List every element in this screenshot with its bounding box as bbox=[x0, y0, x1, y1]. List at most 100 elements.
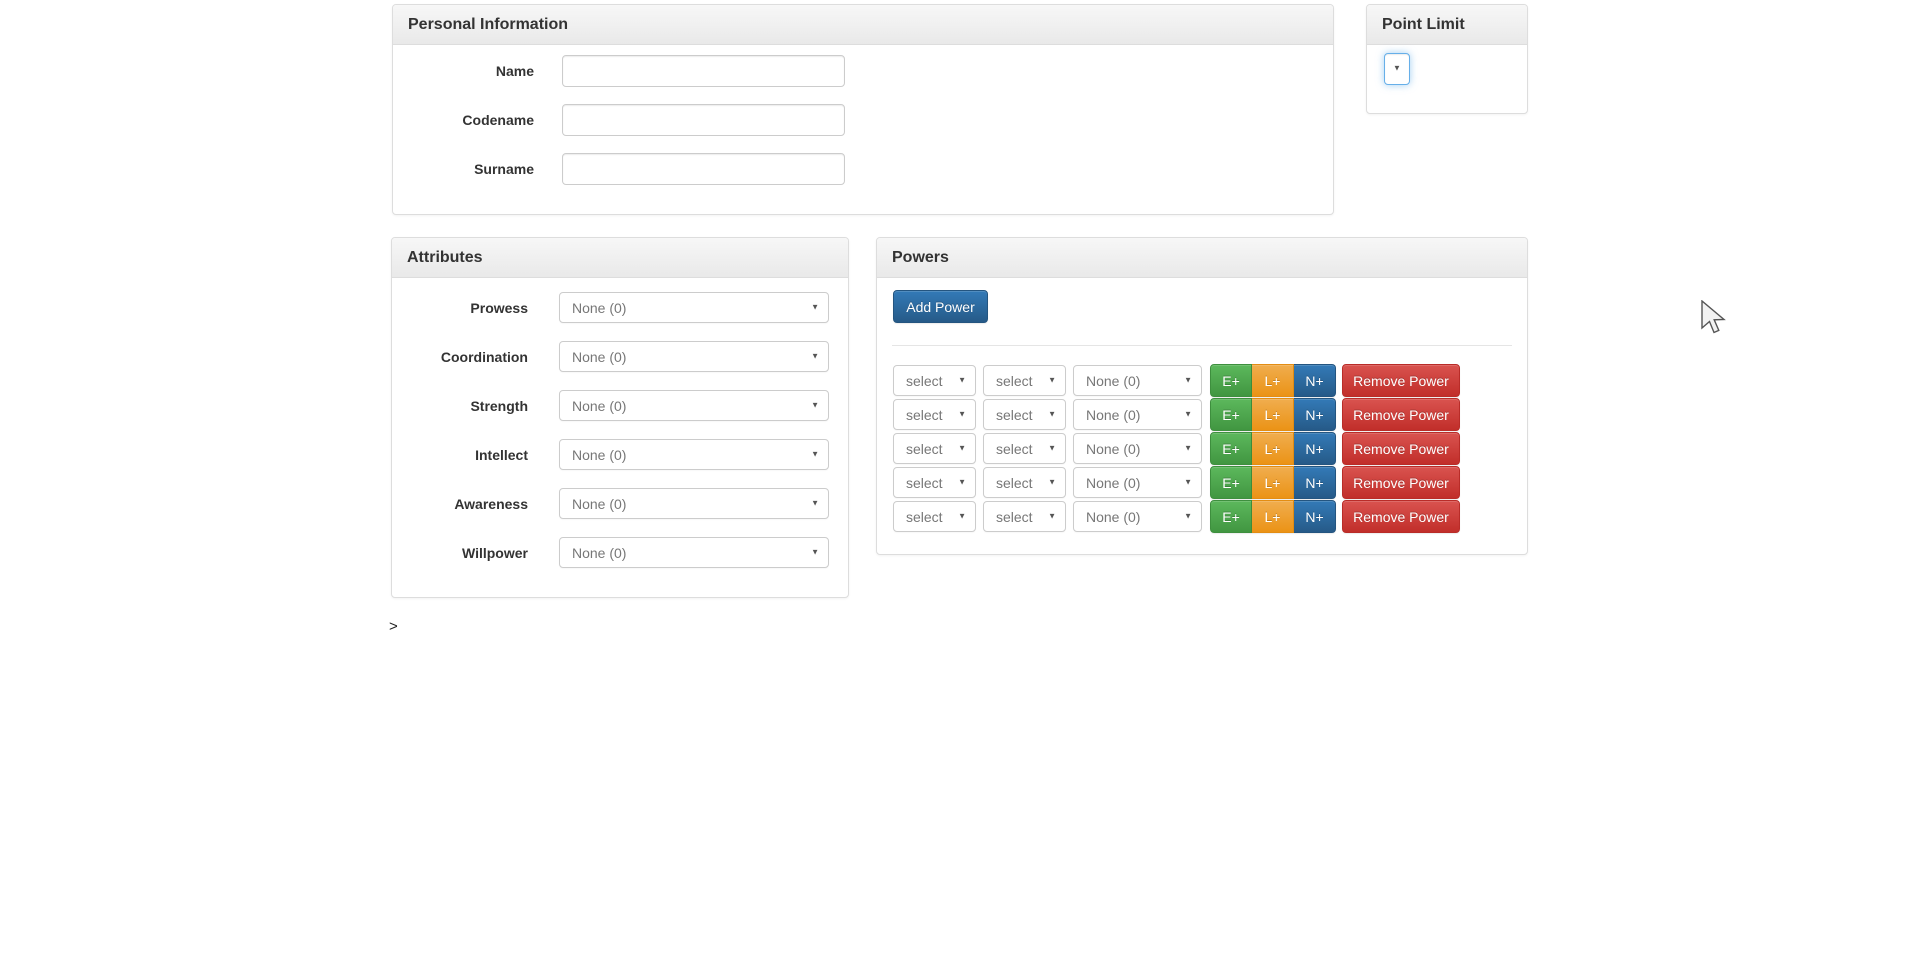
strength-select[interactable]: None (0) ▼ bbox=[559, 390, 829, 421]
codename-input[interactable] bbox=[562, 104, 845, 136]
dropdown-arrow-icon: ▼ bbox=[811, 547, 819, 557]
dropdown-arrow-icon: ▼ bbox=[958, 375, 966, 385]
power-level-select[interactable]: None (0) ▼ bbox=[1073, 365, 1202, 396]
willpower-select[interactable]: None (0) ▼ bbox=[559, 537, 829, 568]
power-subcategory-value: select bbox=[996, 372, 1033, 389]
dropdown-arrow-icon: ▼ bbox=[958, 477, 966, 487]
power-category-value: select bbox=[906, 372, 943, 389]
power-subcategory-select[interactable]: select ▼ bbox=[983, 501, 1066, 532]
power-level-select[interactable]: None (0) ▼ bbox=[1073, 399, 1202, 430]
surname-input[interactable] bbox=[562, 153, 845, 185]
l-plus-button[interactable]: L+ bbox=[1252, 466, 1294, 499]
e-plus-button[interactable]: E+ bbox=[1210, 364, 1252, 397]
dropdown-arrow-icon: ▼ bbox=[958, 409, 966, 419]
personal-information-title: Personal Information bbox=[393, 5, 1333, 45]
power-category-value: select bbox=[906, 440, 943, 457]
dropdown-arrow-icon: ▼ bbox=[1184, 443, 1192, 453]
powers-title: Powers bbox=[877, 238, 1527, 278]
power-category-value: select bbox=[906, 474, 943, 491]
powers-divider bbox=[892, 345, 1512, 346]
e-plus-button[interactable]: E+ bbox=[1210, 398, 1252, 431]
name-label: Name bbox=[495, 63, 534, 79]
power-subcategory-select[interactable]: select ▼ bbox=[983, 399, 1066, 430]
coordination-label: Coordination bbox=[440, 348, 528, 365]
power-level-select[interactable]: None (0) ▼ bbox=[1073, 467, 1202, 498]
power-subcategory-value: select bbox=[996, 406, 1033, 423]
power-category-value: select bbox=[906, 508, 943, 525]
remove-power-button[interactable]: Remove Power bbox=[1342, 432, 1460, 465]
personal-information-panel: Personal Information bbox=[392, 4, 1334, 215]
n-plus-button[interactable]: N+ bbox=[1294, 432, 1336, 465]
dropdown-arrow-icon: ▼ bbox=[1048, 477, 1056, 487]
point-limit-select[interactable]: ▼ bbox=[1384, 53, 1410, 85]
power-category-select[interactable]: select ▼ bbox=[893, 467, 976, 498]
n-plus-button[interactable]: N+ bbox=[1294, 364, 1336, 397]
power-category-value: select bbox=[906, 406, 943, 423]
point-limit-title: Point Limit bbox=[1367, 5, 1527, 45]
remove-power-button[interactable]: Remove Power bbox=[1342, 398, 1460, 431]
power-category-select[interactable]: select ▼ bbox=[893, 399, 976, 430]
power-category-select[interactable]: select ▼ bbox=[893, 501, 976, 532]
strength-label: Strength bbox=[470, 397, 528, 414]
dropdown-arrow-icon: ▼ bbox=[958, 511, 966, 521]
power-level-value: None (0) bbox=[1086, 372, 1141, 389]
power-subcategory-select[interactable]: select ▼ bbox=[983, 365, 1066, 396]
power-subcategory-select[interactable]: select ▼ bbox=[983, 433, 1066, 464]
power-level-select[interactable]: None (0) ▼ bbox=[1073, 433, 1202, 464]
awareness-select[interactable]: None (0) ▼ bbox=[559, 488, 829, 519]
dropdown-arrow-icon: ▼ bbox=[811, 498, 819, 508]
dropdown-arrow-icon: ▼ bbox=[1184, 375, 1192, 385]
e-plus-button[interactable]: E+ bbox=[1210, 432, 1252, 465]
dropdown-arrow-icon: ▼ bbox=[1393, 63, 1401, 73]
n-plus-button[interactable]: N+ bbox=[1294, 500, 1336, 533]
dropdown-arrow-icon: ▼ bbox=[811, 449, 819, 459]
strength-select-value: None (0) bbox=[572, 397, 627, 414]
l-plus-button[interactable]: L+ bbox=[1252, 398, 1294, 431]
n-plus-button[interactable]: N+ bbox=[1294, 398, 1336, 431]
power-level-value: None (0) bbox=[1086, 508, 1141, 525]
intellect-label: Intellect bbox=[475, 446, 528, 463]
l-plus-button[interactable]: L+ bbox=[1252, 432, 1294, 465]
prowess-select[interactable]: None (0) ▼ bbox=[559, 292, 829, 323]
dropdown-arrow-icon: ▼ bbox=[1048, 375, 1056, 385]
dropdown-arrow-icon: ▼ bbox=[811, 400, 819, 410]
prowess-select-value: None (0) bbox=[572, 299, 627, 316]
willpower-select-value: None (0) bbox=[572, 544, 627, 561]
attributes-title: Attributes bbox=[392, 238, 848, 278]
awareness-select-value: None (0) bbox=[572, 495, 627, 512]
surname-label: Surname bbox=[474, 161, 534, 177]
remove-power-button[interactable]: Remove Power bbox=[1342, 500, 1460, 533]
l-plus-button[interactable]: L+ bbox=[1252, 500, 1294, 533]
power-subcategory-value: select bbox=[996, 508, 1033, 525]
add-power-button[interactable]: Add Power bbox=[893, 290, 988, 323]
dropdown-arrow-icon: ▼ bbox=[1184, 409, 1192, 419]
l-plus-button[interactable]: L+ bbox=[1252, 364, 1294, 397]
awareness-label: Awareness bbox=[454, 495, 528, 512]
name-input[interactable] bbox=[562, 55, 845, 87]
intellect-select-value: None (0) bbox=[572, 446, 627, 463]
e-plus-button[interactable]: E+ bbox=[1210, 500, 1252, 533]
dropdown-arrow-icon: ▼ bbox=[1184, 477, 1192, 487]
dropdown-arrow-icon: ▼ bbox=[1184, 511, 1192, 521]
prowess-label: Prowess bbox=[470, 299, 528, 316]
n-plus-button[interactable]: N+ bbox=[1294, 466, 1336, 499]
coordination-select[interactable]: None (0) ▼ bbox=[559, 341, 829, 372]
power-category-select[interactable]: select ▼ bbox=[893, 433, 976, 464]
power-subcategory-value: select bbox=[996, 440, 1033, 457]
power-level-select[interactable]: None (0) ▼ bbox=[1073, 501, 1202, 532]
power-category-select[interactable]: select ▼ bbox=[893, 365, 976, 396]
e-plus-button[interactable]: E+ bbox=[1210, 466, 1252, 499]
power-level-value: None (0) bbox=[1086, 440, 1141, 457]
stray-text: > bbox=[389, 618, 398, 635]
remove-power-button[interactable]: Remove Power bbox=[1342, 466, 1460, 499]
power-level-value: None (0) bbox=[1086, 406, 1141, 423]
dropdown-arrow-icon: ▼ bbox=[1048, 409, 1056, 419]
dropdown-arrow-icon: ▼ bbox=[1048, 511, 1056, 521]
dropdown-arrow-icon: ▼ bbox=[811, 302, 819, 312]
power-subcategory-select[interactable]: select ▼ bbox=[983, 467, 1066, 498]
dropdown-arrow-icon: ▼ bbox=[958, 443, 966, 453]
remove-power-button[interactable]: Remove Power bbox=[1342, 364, 1460, 397]
power-level-value: None (0) bbox=[1086, 474, 1141, 491]
mouse-cursor bbox=[1701, 300, 1726, 334]
intellect-select[interactable]: None (0) ▼ bbox=[559, 439, 829, 470]
